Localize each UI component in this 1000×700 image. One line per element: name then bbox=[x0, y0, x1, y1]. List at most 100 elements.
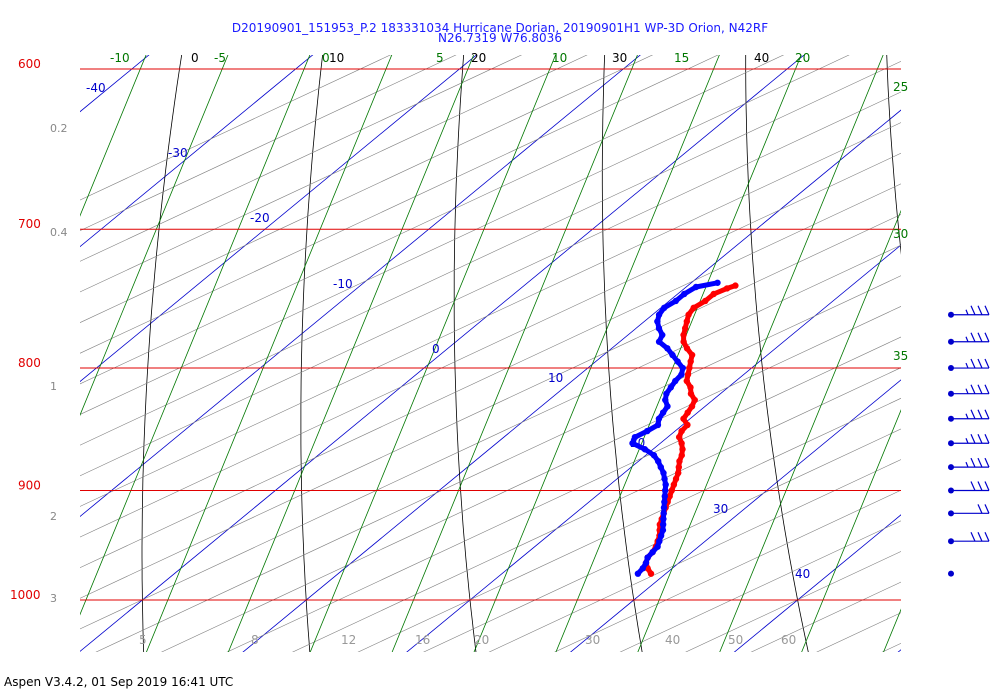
temperature-point bbox=[675, 433, 683, 441]
temperature-point bbox=[683, 377, 690, 385]
bottom-axis-label: 16 bbox=[415, 633, 430, 647]
dewpoint-point bbox=[678, 371, 685, 378]
isotherm-label: 30 bbox=[713, 502, 728, 516]
mixing-ratio-line bbox=[80, 55, 147, 217]
dry-adiabat-label: 20 bbox=[471, 51, 486, 65]
profiles bbox=[629, 279, 739, 577]
dewpoint-point bbox=[664, 403, 671, 410]
temperature-point bbox=[680, 415, 687, 422]
wind-barb-flag bbox=[984, 481, 990, 491]
wind-barb-half-flag bbox=[965, 437, 969, 444]
dry-adiabat-label: 10 bbox=[329, 51, 344, 65]
mixing-ratio-label: 20 bbox=[795, 51, 810, 65]
wind-barbs bbox=[948, 305, 990, 577]
moist-adiabat-line bbox=[161, 306, 901, 652]
wind-barb-flag bbox=[977, 409, 983, 420]
dewpoint-line bbox=[630, 280, 720, 577]
dewpoint-point bbox=[657, 463, 665, 471]
wind-barb-flag bbox=[977, 384, 983, 394]
moist-adiabat-line bbox=[974, 0, 1000, 670]
secondary-axis-label: 0.2 bbox=[50, 122, 68, 135]
wind-barb-flag bbox=[984, 531, 990, 542]
dewpoint-point bbox=[660, 504, 668, 511]
background-lines bbox=[80, 0, 1000, 670]
bottom-axis-label: 60 bbox=[781, 633, 796, 647]
temperature-point bbox=[679, 446, 686, 453]
temperature-point bbox=[670, 481, 678, 488]
dewpoint-point bbox=[679, 364, 686, 372]
wind-barb bbox=[948, 332, 990, 345]
dewpoint-point bbox=[667, 384, 675, 391]
moist-adiabat-line bbox=[80, 152, 901, 538]
dewpoint-point bbox=[655, 325, 663, 332]
dewpoint-point bbox=[644, 427, 651, 435]
wind-barb-flag bbox=[970, 305, 976, 315]
pressure-tick-label: 700 bbox=[18, 217, 41, 231]
temperature-point bbox=[675, 463, 683, 471]
dewpoint-point bbox=[650, 452, 658, 459]
wind-barb-flag bbox=[977, 433, 983, 444]
dewpoint-point bbox=[659, 526, 667, 534]
temperature-point bbox=[684, 409, 691, 416]
moist-adiabat-line bbox=[80, 122, 901, 507]
wind-barb-flag bbox=[977, 358, 983, 369]
dewpoint-point bbox=[664, 345, 671, 352]
temperature-point bbox=[683, 318, 691, 325]
moist-adiabat-line bbox=[423, 428, 901, 652]
mixing-ratio-line bbox=[555, 55, 802, 652]
wind-barb-flag bbox=[977, 457, 983, 468]
pressure-tick-label: 800 bbox=[18, 356, 41, 370]
temperature-point bbox=[723, 285, 731, 292]
dewpoint-point bbox=[662, 487, 669, 494]
dewpoint-point bbox=[660, 469, 667, 477]
moist-adiabat-line bbox=[619, 520, 901, 652]
temperature-point bbox=[686, 364, 693, 372]
bottom-axis-label: 30 bbox=[585, 633, 600, 647]
mixing-ratio-line bbox=[801, 409, 901, 652]
mixing-ratio-line bbox=[227, 55, 475, 652]
moist-adiabat-line bbox=[80, 55, 523, 262]
dewpoint-point bbox=[634, 570, 642, 577]
isotherm-line bbox=[897, 649, 901, 652]
mixing-ratio-label: 0 bbox=[322, 51, 330, 65]
mixing-ratio-label: 30 bbox=[893, 227, 908, 241]
temperature-point bbox=[690, 304, 697, 312]
moist-adiabat-line bbox=[881, 643, 901, 652]
temperature-point bbox=[668, 487, 675, 494]
dewpoint-point bbox=[661, 498, 668, 506]
isotherm-label: 10 bbox=[548, 371, 563, 385]
pressure-tick-label: 900 bbox=[18, 478, 41, 492]
temperature-point bbox=[678, 440, 685, 447]
wind-barb-flag bbox=[970, 457, 976, 468]
wind-barb bbox=[948, 433, 990, 447]
dewpoint-point bbox=[655, 415, 663, 422]
wind-barb-flag bbox=[977, 332, 983, 342]
dewpoint-point bbox=[663, 390, 670, 397]
dewpoint-point bbox=[681, 290, 688, 298]
mixing-ratio-label: -5 bbox=[214, 51, 226, 65]
wind-barb bbox=[948, 531, 990, 545]
temperature-point bbox=[691, 396, 698, 404]
moist-adiabat-line bbox=[80, 55, 785, 385]
temperature-point bbox=[688, 351, 696, 359]
mixing-ratio-line bbox=[391, 55, 638, 652]
mixing-ratio-label: 15 bbox=[674, 51, 689, 65]
temperature-point bbox=[687, 358, 694, 365]
dewpoint-point bbox=[672, 297, 679, 305]
temperature-point bbox=[681, 325, 689, 332]
wind-barb-flag bbox=[984, 384, 990, 394]
moist-adiabat-line bbox=[80, 55, 654, 323]
mixing-ratio-label: 10 bbox=[552, 51, 567, 65]
dewpoint-point bbox=[662, 396, 669, 404]
wind-barb-flag bbox=[970, 531, 976, 542]
wind-barb-half-flag bbox=[965, 309, 969, 315]
mixing-ratio-line bbox=[883, 608, 901, 652]
isotherm-label: -20 bbox=[250, 211, 270, 225]
isotherm-label: -10 bbox=[333, 277, 353, 291]
moist-adiabat-line bbox=[685, 551, 901, 652]
temperature-point bbox=[680, 338, 687, 345]
secondary-axis-label: 2 bbox=[50, 510, 57, 523]
isotherm-line bbox=[80, 55, 805, 652]
dewpoint-point bbox=[649, 548, 656, 556]
dewpoint-point bbox=[661, 475, 668, 483]
